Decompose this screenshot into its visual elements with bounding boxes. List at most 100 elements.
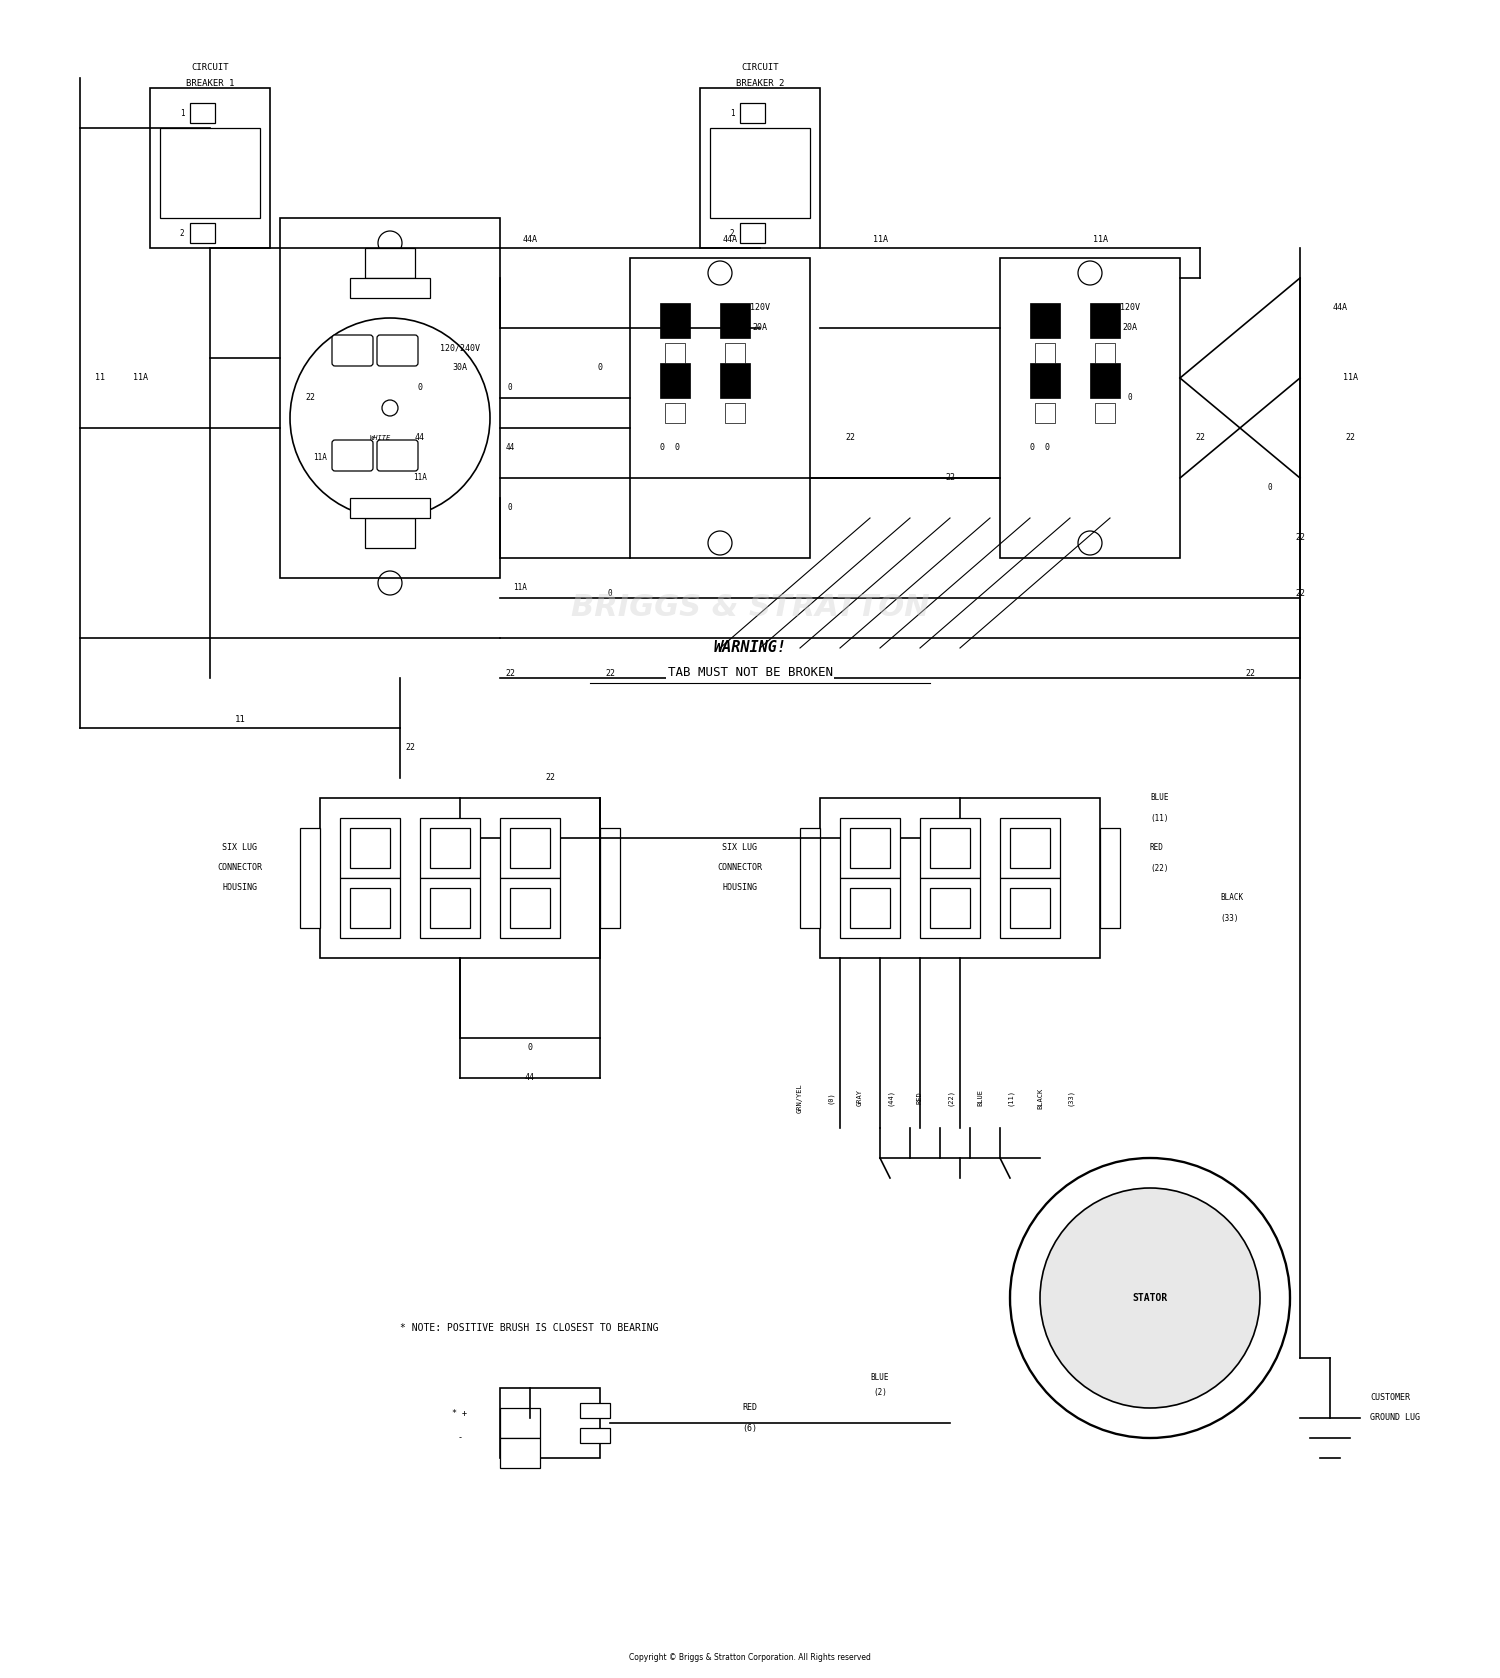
Bar — [420, 878, 480, 938]
Bar — [150, 87, 270, 248]
Text: 1: 1 — [180, 109, 184, 117]
Bar — [1095, 342, 1114, 362]
Circle shape — [290, 319, 490, 519]
Text: 0  0: 0 0 — [1030, 443, 1050, 453]
Bar — [850, 888, 889, 928]
Bar — [660, 362, 690, 398]
Bar — [190, 223, 214, 243]
Text: 22: 22 — [1294, 534, 1305, 542]
Text: * NOTE: POSITIVE BRUSH IS CLOSEST TO BEARING: * NOTE: POSITIVE BRUSH IS CLOSEST TO BEA… — [400, 1322, 658, 1332]
Bar — [1000, 258, 1180, 559]
Text: 44A: 44A — [522, 235, 537, 245]
Circle shape — [1040, 1188, 1260, 1408]
Text: BREAKER 1: BREAKER 1 — [186, 79, 234, 87]
Text: 44A: 44A — [723, 235, 738, 245]
Text: 11A: 11A — [132, 374, 147, 383]
Text: 120V: 120V — [750, 304, 770, 312]
Bar — [364, 519, 416, 549]
Text: BLUE: BLUE — [870, 1374, 889, 1383]
Text: CUSTOMER: CUSTOMER — [1370, 1393, 1410, 1403]
Text: STATOR: STATOR — [1132, 1294, 1167, 1304]
Bar — [700, 87, 820, 248]
Bar — [1100, 827, 1120, 928]
Bar — [580, 1403, 610, 1418]
Text: 2: 2 — [180, 228, 184, 238]
Bar — [350, 827, 390, 868]
Text: 22: 22 — [1245, 668, 1256, 678]
Bar — [920, 878, 980, 938]
Text: 22: 22 — [1196, 433, 1204, 443]
Bar — [1010, 888, 1050, 928]
Text: 11A: 11A — [873, 235, 888, 245]
Text: 20A: 20A — [753, 324, 768, 332]
Bar — [350, 498, 430, 519]
Bar — [630, 258, 810, 559]
Bar — [724, 403, 746, 423]
Bar — [320, 799, 600, 958]
Bar — [190, 102, 214, 122]
FancyBboxPatch shape — [376, 336, 419, 366]
Bar — [500, 1408, 540, 1438]
Text: 22: 22 — [506, 668, 515, 678]
Bar — [1035, 342, 1054, 362]
Text: 22: 22 — [405, 743, 416, 752]
Text: 120/240V: 120/240V — [440, 344, 480, 352]
Text: RED: RED — [1150, 844, 1164, 852]
Bar — [500, 1438, 540, 1468]
Text: 22: 22 — [1294, 589, 1305, 597]
Bar — [660, 304, 690, 337]
Bar — [280, 218, 500, 577]
Text: 0: 0 — [608, 589, 612, 597]
Text: CONNECTOR: CONNECTOR — [217, 864, 262, 873]
Text: BLACK: BLACK — [1036, 1087, 1042, 1109]
Text: 0  0: 0 0 — [660, 443, 680, 453]
Text: 120V: 120V — [1120, 304, 1140, 312]
Text: BLUE: BLUE — [1150, 794, 1168, 802]
Bar — [430, 888, 470, 928]
Bar — [1000, 878, 1060, 938]
Text: 22: 22 — [746, 668, 754, 678]
Bar — [664, 403, 686, 423]
Text: (22): (22) — [946, 1089, 954, 1106]
Bar — [580, 1428, 610, 1443]
Text: 0: 0 — [528, 1044, 532, 1052]
Text: 2: 2 — [729, 228, 735, 238]
Text: * +: * + — [453, 1408, 468, 1418]
Text: 22: 22 — [945, 473, 956, 483]
Text: 11: 11 — [234, 715, 246, 725]
Text: (2): (2) — [873, 1388, 886, 1398]
Text: -: - — [458, 1433, 462, 1443]
Text: (44): (44) — [886, 1089, 894, 1106]
Bar — [740, 102, 765, 122]
Text: WHITE: WHITE — [369, 435, 390, 441]
Bar — [850, 827, 889, 868]
Bar — [160, 128, 260, 218]
Bar — [1090, 304, 1120, 337]
Text: GROUND LUG: GROUND LUG — [1370, 1413, 1420, 1423]
FancyBboxPatch shape — [376, 440, 419, 472]
Text: 11A: 11A — [1342, 374, 1358, 383]
Text: 0: 0 — [507, 503, 513, 512]
Bar — [840, 878, 900, 938]
Text: 30A: 30A — [453, 364, 468, 373]
Bar — [840, 817, 900, 878]
Bar — [1030, 304, 1060, 337]
Text: (33): (33) — [1220, 913, 1239, 923]
Text: 0: 0 — [1128, 394, 1132, 403]
Bar — [664, 342, 686, 362]
Circle shape — [1010, 1158, 1290, 1438]
Bar — [1095, 403, 1114, 423]
FancyBboxPatch shape — [332, 336, 374, 366]
Text: 0: 0 — [507, 384, 513, 393]
Bar — [350, 279, 430, 299]
Text: TAB MUST NOT BE BROKEN: TAB MUST NOT BE BROKEN — [668, 666, 832, 680]
Bar — [420, 817, 480, 878]
Text: BREAKER 2: BREAKER 2 — [736, 79, 784, 87]
Text: 20A: 20A — [1122, 324, 1137, 332]
Text: (0): (0) — [827, 1092, 834, 1104]
Bar — [300, 827, 320, 928]
Text: SIX LUG: SIX LUG — [222, 844, 258, 852]
Bar — [1000, 817, 1060, 878]
Text: 44: 44 — [525, 1074, 536, 1082]
Bar — [1035, 403, 1054, 423]
